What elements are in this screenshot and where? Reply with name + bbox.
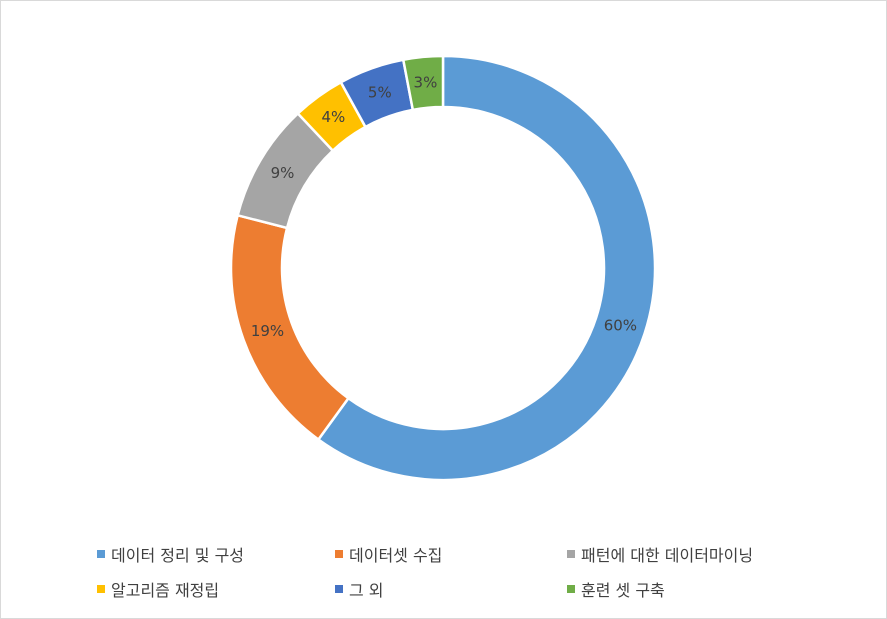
legend-item-dataset-collection: 데이터셋 수집 xyxy=(335,543,442,565)
legend-item-data-cleaning: 데이터 정리 및 구성 xyxy=(97,543,244,565)
legend-label-dataset-collection: 데이터셋 수집 xyxy=(349,546,443,565)
data-label-dataset-collection: 19% xyxy=(251,322,284,340)
legend-swatch-other xyxy=(335,585,343,593)
legend-swatch-training-set xyxy=(567,585,575,593)
donut-slice-data-cleaning xyxy=(316,54,657,482)
legend-item-training-set: 훈련 셋 구축 xyxy=(567,578,665,600)
legend-swatch-data-cleaning xyxy=(97,550,105,558)
data-label-pattern-mining: 9% xyxy=(271,164,295,182)
legend-label-algorithm-refinement: 알고리즘 재정립 xyxy=(111,581,220,600)
donut-slice-dataset-collection xyxy=(229,213,351,442)
legend-swatch-dataset-collection xyxy=(335,550,343,558)
donut-slice-training-set xyxy=(401,54,445,112)
legend-label-other: 그 외 xyxy=(349,581,384,600)
legend-item-pattern-mining: 패턴에 대한 데이터마이닝 xyxy=(567,543,753,565)
legend-swatch-pattern-mining xyxy=(567,550,575,558)
data-label-algorithm-refinement: 4% xyxy=(321,108,345,126)
legend-swatch-algorithm-refinement xyxy=(97,585,105,593)
data-label-data-cleaning: 60% xyxy=(604,317,637,335)
legend-label-pattern-mining: 패턴에 대한 데이터마이닝 xyxy=(581,546,754,565)
legend-item-other: 그 외 xyxy=(335,578,384,600)
data-label-other: 5% xyxy=(368,84,392,102)
legend-item-algorithm-refinement: 알고리즘 재정립 xyxy=(97,578,219,600)
legend-label-data-cleaning: 데이터 정리 및 구성 xyxy=(111,546,245,565)
data-label-training-set: 3% xyxy=(414,73,438,91)
legend-label-training-set: 훈련 셋 구축 xyxy=(581,581,665,600)
